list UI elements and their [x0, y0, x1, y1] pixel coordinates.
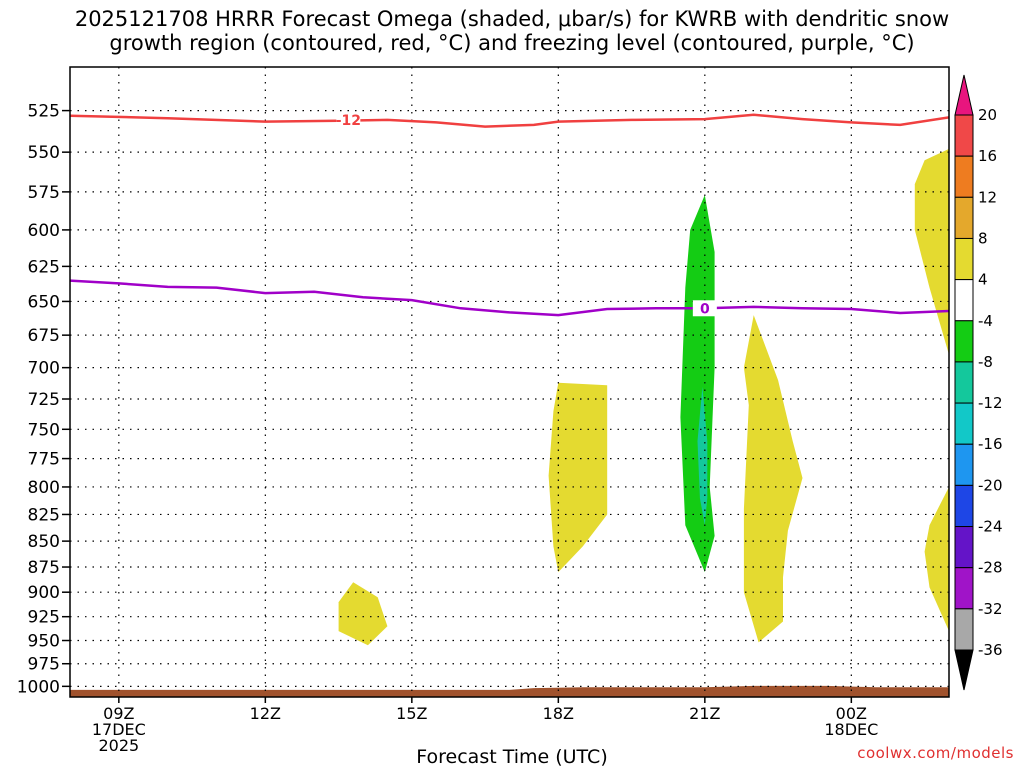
y-tick-label-950: 950 — [28, 632, 60, 652]
y-tick-label-700: 700 — [28, 359, 60, 379]
colorbar-label-5: -4 — [978, 312, 993, 330]
y-tick-label-675: 675 — [28, 326, 60, 346]
omega-region-1 — [548, 382, 608, 573]
x-tick-label-18Z-0: 18Z — [543, 704, 574, 723]
colorbar-box-12 — [954, 608, 974, 651]
colorbar-bottom-triangle — [954, 649, 974, 691]
colorbar-box-8 — [954, 443, 974, 486]
y-tick-label-600: 600 — [28, 221, 60, 241]
colorbar-box-7 — [954, 402, 974, 445]
y-tick-label-750: 750 — [28, 420, 60, 440]
x-tick-label-09Z-1: 17DEC — [92, 720, 146, 739]
x-tick-label-00Z-0: 00Z — [836, 704, 867, 723]
colorbar-box-5 — [954, 320, 974, 363]
contour-label-bg-1 — [692, 300, 717, 317]
colorbar-box-11 — [954, 567, 974, 610]
y-tick-label-825: 825 — [28, 505, 60, 525]
colorbar-box-2 — [954, 196, 974, 239]
y-tick-label-925: 925 — [28, 608, 60, 628]
y-tick-label-900: 900 — [28, 583, 60, 603]
colorbar-box-9 — [954, 484, 974, 528]
x-tick-label-12Z-0: 12Z — [250, 704, 281, 723]
credit-link[interactable]: coolwx.com/models — [857, 744, 1014, 762]
y-tick-label-525: 525 — [28, 102, 60, 122]
contour-line-1 — [70, 279, 949, 317]
contour-label-1: 0 — [700, 301, 710, 317]
x-tick-label-21Z-0: 21Z — [689, 704, 720, 723]
plot-frame — [69, 66, 950, 698]
y-tick-label-850: 850 — [28, 532, 60, 552]
colorbar-top-triangle — [954, 74, 974, 116]
colorbar-label-2: 12 — [978, 188, 997, 206]
colorbar-label-10: -24 — [978, 518, 1003, 536]
omega-region-2 — [680, 195, 715, 573]
colorbar-label-0: 20 — [978, 106, 997, 124]
y-tick-label-875: 875 — [28, 558, 60, 578]
colorbar-label-13: -36 — [978, 641, 1003, 659]
colorbar-box-3 — [954, 237, 974, 281]
colorbar-label-3: 8 — [978, 229, 988, 247]
x-tick-label-00Z-1: 18DEC — [824, 720, 878, 739]
terrain-fill — [70, 685, 949, 697]
y-tick-label-975: 975 — [28, 655, 60, 675]
colorbar-label-11: -28 — [978, 559, 1003, 577]
colorbar-box-1 — [954, 155, 974, 198]
chart-title-line-1: 2025121708 HRRR Forecast Omega (shaded, … — [74, 7, 950, 31]
x-tick-label-15Z-0: 15Z — [396, 704, 427, 723]
contour-label-0: -12 — [336, 113, 361, 129]
x-tick-label-09Z-2: 2025 — [98, 736, 139, 755]
contour-line-0 — [70, 113, 949, 128]
y-tick-label-1000: 1000 — [17, 677, 60, 697]
omega-region-4 — [743, 315, 803, 643]
colorbar-box-0 — [954, 114, 974, 157]
colorbar-label-1: 16 — [978, 147, 997, 165]
colorbar-label-7: -12 — [978, 394, 1003, 412]
y-tick-label-800: 800 — [28, 478, 60, 498]
contour-label-bg-0 — [336, 111, 361, 128]
colorbar-box-6 — [954, 361, 974, 404]
plot-area: -12 0 — [70, 67, 949, 697]
colorbar-label-9: -20 — [978, 476, 1003, 494]
chart-title-line-2: growth region (contoured, red, °C) and f… — [109, 31, 915, 55]
colorbar-label-8: -16 — [978, 435, 1003, 453]
y-tick-label-625: 625 — [28, 257, 60, 277]
x-axis-title: Forecast Time (UTC) — [416, 746, 608, 768]
y-tick-label-725: 725 — [28, 390, 60, 410]
omega-region-6 — [924, 487, 949, 632]
colorbar-box-4 — [954, 279, 974, 322]
colorbar-label-6: -8 — [978, 353, 993, 371]
colorbar-box-10 — [954, 526, 974, 569]
y-tick-label-775: 775 — [28, 450, 60, 470]
omega-region-3 — [697, 386, 708, 526]
y-tick-label-550: 550 — [28, 143, 60, 163]
y-tick-label-650: 650 — [28, 292, 60, 312]
x-tick-label-09Z-0: 09Z — [103, 704, 134, 723]
omega-region-0 — [338, 582, 388, 646]
omega-region-5 — [914, 148, 949, 355]
colorbar-label-12: -32 — [978, 600, 1003, 618]
y-tick-label-575: 575 — [28, 183, 60, 203]
colorbar-label-4: 4 — [978, 271, 988, 289]
